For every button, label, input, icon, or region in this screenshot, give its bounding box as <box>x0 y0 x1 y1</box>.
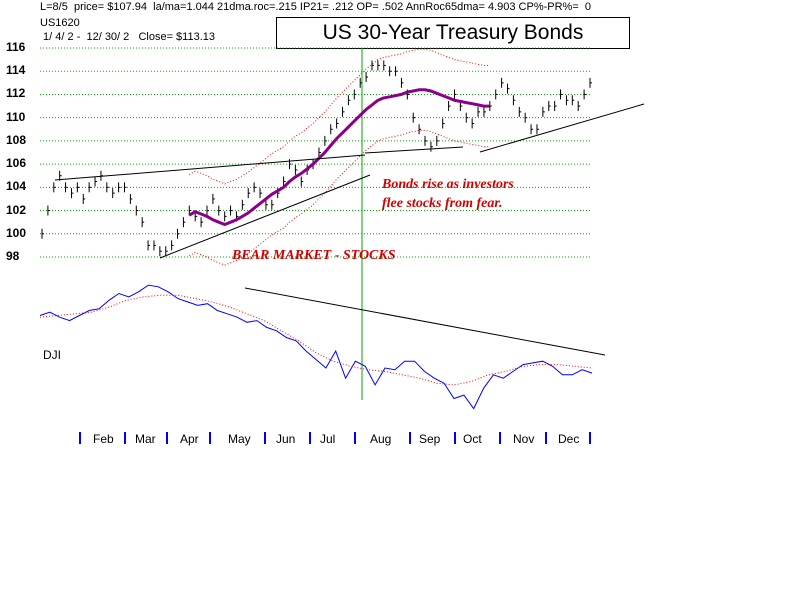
y-tick-label: 116 <box>6 40 26 54</box>
month-label: Aug <box>370 432 392 446</box>
y-tick-label: 114 <box>6 63 26 78</box>
header-line-3: 1/ 4/ 2 - 12/ 30/ 2 Close= $113.13 <box>40 31 215 43</box>
dji-downtrend-line <box>244 287 606 356</box>
resistance-trendline <box>54 154 366 181</box>
month-label: Apr <box>180 432 199 446</box>
header-line-1: L=8/5 price= $107.94 la/ma=1.044 21dma.r… <box>40 1 591 13</box>
month-label: Mar <box>135 432 156 446</box>
month-label: Feb <box>93 432 114 446</box>
annotation-bear-market: BEAR MARKET - STOCKS <box>232 248 396 263</box>
month-label: May <box>228 432 251 446</box>
chart-title: US 30-Year Treasury Bonds <box>276 17 630 49</box>
month-label: Jun <box>276 432 296 446</box>
resistance-trendline-2 <box>364 146 464 154</box>
month-label: Sep <box>419 432 441 446</box>
ma21-line <box>188 88 490 227</box>
support-trendline-2 <box>479 103 645 153</box>
dji-line <box>39 284 593 410</box>
y-tick-label: 110 <box>6 109 26 124</box>
y-tick-label: 102 <box>6 202 27 217</box>
month-label: Nov <box>513 432 535 446</box>
y-tick-label: 98 <box>6 249 20 263</box>
annotation-bonds-line-2: flee stocks from fear. <box>382 196 503 211</box>
month-label: Dec <box>558 432 580 446</box>
y-tick-label: 104 <box>6 179 27 194</box>
y-tick-label: 112 <box>6 86 26 101</box>
dji-ma-line <box>39 294 593 386</box>
header-line-2: US1620 <box>40 17 80 29</box>
annotation-bonds-line-1: Bonds rise as investors <box>382 177 514 192</box>
y-tick-label: 100 <box>6 225 27 240</box>
upper-band <box>189 48 490 185</box>
y-tick-label: 106 <box>6 156 27 171</box>
support-trendline-1 <box>159 174 371 259</box>
month-label: Jul <box>320 432 336 446</box>
y-tick-label: 108 <box>6 132 27 147</box>
dji-label: DJI <box>43 348 61 362</box>
month-label: Oct <box>463 432 482 446</box>
